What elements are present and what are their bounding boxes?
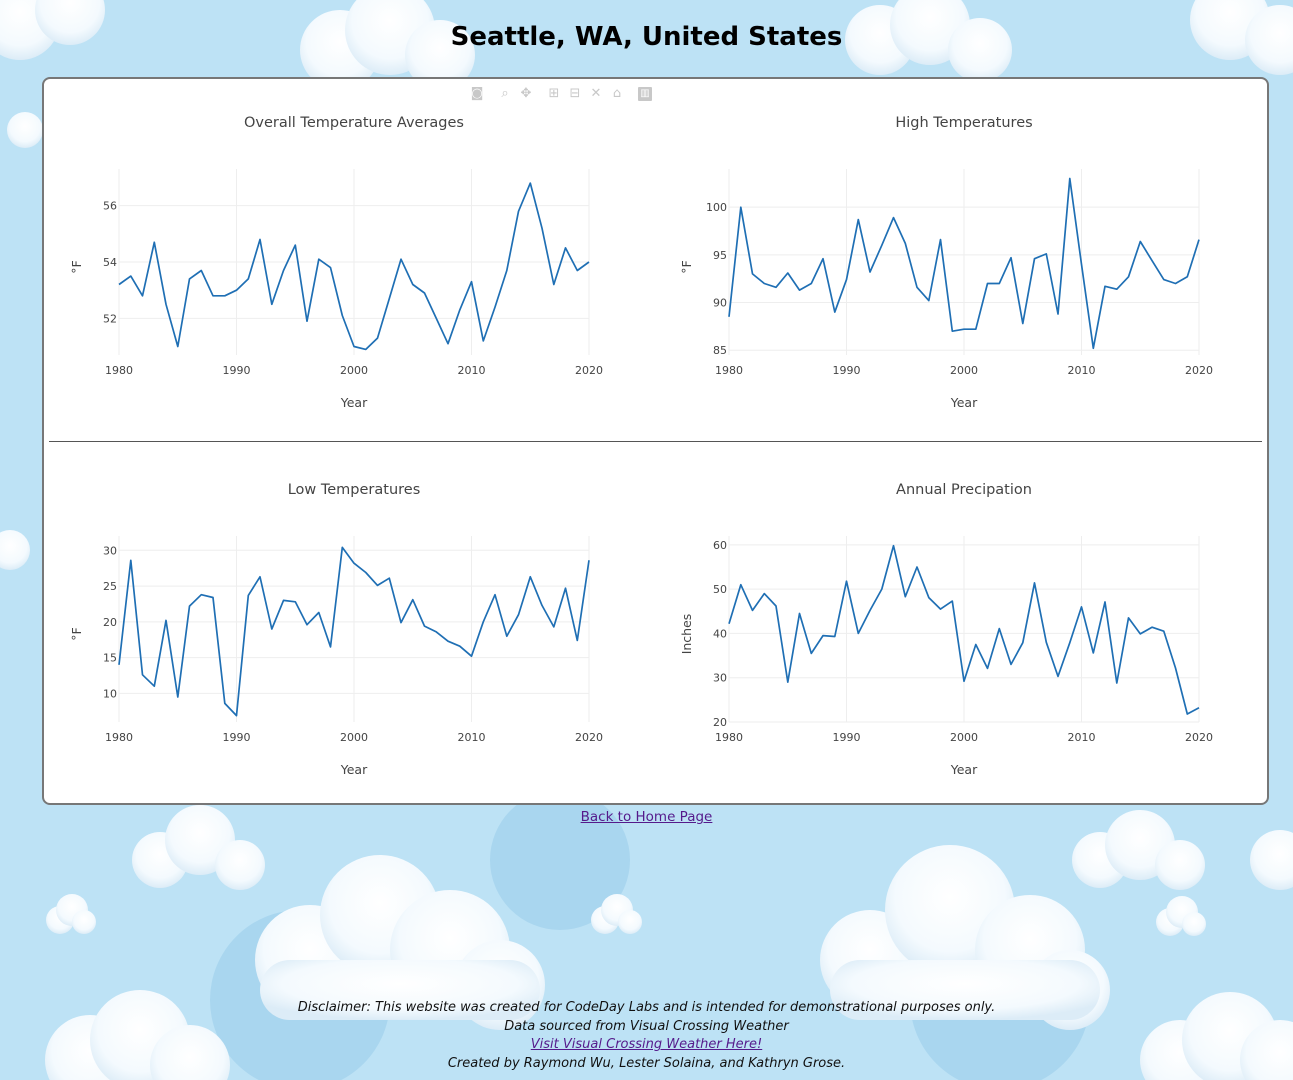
chart-title: Overall Temperature Averages: [244, 115, 464, 131]
footer-source: Data sourced from Visual Crossing Weathe…: [504, 1018, 789, 1034]
x-tick-label: 2000: [950, 364, 978, 377]
footer-disclaimer: Disclaimer: This website was created for…: [297, 1000, 996, 1015]
x-tick-label: 1990: [223, 364, 251, 377]
y-tick-label: 52: [103, 312, 117, 325]
y-tick-label: 15: [103, 652, 117, 665]
chart-row-divider: [49, 441, 1262, 442]
y-axis-label: Inches: [679, 614, 694, 655]
footer-credits: Created by Raymond Wu, Lester Solaina, a…: [447, 1055, 846, 1071]
y-tick-label: 85: [713, 344, 727, 357]
y-tick-label: 30: [103, 544, 117, 557]
x-tick-label: 2000: [340, 364, 368, 377]
page-title: Seattle, WA, United States: [450, 22, 843, 52]
x-tick-label: 2020: [575, 731, 603, 744]
y-tick-label: 20: [103, 616, 117, 629]
y-tick-label: 50: [713, 583, 727, 596]
y-axis-label: °F: [69, 627, 84, 640]
pan-icon[interactable]: ✥: [520, 86, 532, 101]
x-tick-label: 1990: [833, 731, 861, 744]
y-tick-label: 25: [103, 580, 117, 593]
series-line[interactable]: [728, 177, 1200, 350]
zoom-in-icon[interactable]: ⊞: [548, 86, 560, 101]
autoscale-icon[interactable]: ✕: [590, 86, 602, 101]
x-tick-label: 2000: [340, 731, 368, 744]
x-axis-label: Year: [340, 762, 368, 777]
y-tick-label: 56: [103, 200, 117, 213]
y-axis-label: °F: [679, 260, 694, 273]
x-tick-label: 1980: [715, 364, 743, 377]
series-line[interactable]: [118, 546, 590, 717]
y-tick-label: 100: [706, 201, 727, 214]
x-tick-label: 2010: [1068, 364, 1096, 377]
x-tick-label: 2000: [950, 731, 978, 744]
x-tick-label: 2020: [1185, 731, 1213, 744]
reset-axes-icon[interactable]: ⌂: [612, 86, 622, 101]
y-tick-label: 95: [713, 249, 727, 262]
visit-visual-crossing-link[interactable]: Visit Visual Crossing Weather Here!: [530, 1037, 763, 1052]
y-tick-label: 54: [103, 256, 117, 269]
chart-title: Annual Precipation: [896, 482, 1032, 498]
x-tick-label: 2010: [458, 364, 486, 377]
y-tick-label: 10: [103, 687, 117, 700]
x-axis-label: Year: [340, 395, 368, 410]
zoom-icon[interactable]: ⌕: [501, 86, 509, 101]
x-tick-label: 2020: [575, 364, 603, 377]
y-axis-label: °F: [69, 260, 84, 273]
y-tick-label: 30: [713, 672, 727, 685]
zoom-out-icon[interactable]: ⊟: [569, 86, 581, 101]
x-tick-label: 2010: [1068, 731, 1096, 744]
x-tick-label: 2020: [1185, 364, 1213, 377]
x-axis-label: Year: [950, 395, 978, 410]
chart-title: Low Temperatures: [288, 482, 421, 498]
footer: Disclaimer: This website was created for…: [0, 999, 1293, 1073]
series-line[interactable]: [118, 182, 590, 351]
x-tick-label: 1980: [105, 364, 133, 377]
chart-low-temperatures[interactable]: Low Temperatures 1980 1990 2000 2010 2020 10 15…: [44, 476, 656, 786]
back-to-home-link[interactable]: Back to Home Page: [580, 809, 713, 825]
x-tick-label: 1990: [223, 731, 251, 744]
y-tick-label: 60: [713, 539, 727, 552]
y-tick-label: 20: [713, 716, 727, 729]
series-line[interactable]: [728, 544, 1200, 715]
y-tick-label: 40: [713, 627, 727, 640]
x-tick-label: 2010: [458, 731, 486, 744]
camera-icon[interactable]: ◙: [470, 86, 484, 101]
x-axis-label: Year: [950, 762, 978, 777]
x-tick-label: 1990: [833, 364, 861, 377]
home-link-container: Back to Home Page: [0, 809, 1293, 825]
x-tick-label: 1980: [715, 731, 743, 744]
charts-panel: ◙ ⌕ ✥ ⊞ ⊟ ✕ ⌂ ▥ Overall Temperature Aver…: [42, 77, 1269, 805]
y-tick-label: 90: [713, 297, 727, 310]
plotly-logo-icon[interactable]: ▥: [638, 87, 652, 101]
chart-title: High Temperatures: [895, 115, 1032, 131]
chart-high-temperatures[interactable]: High Temperatures 1980 1990 2000 2010 2020 85 9…: [654, 109, 1266, 419]
x-tick-label: 1980: [105, 731, 133, 744]
chart-overall-averages[interactable]: Overall Temperature Averages 1980 1990 2000…: [44, 109, 656, 419]
